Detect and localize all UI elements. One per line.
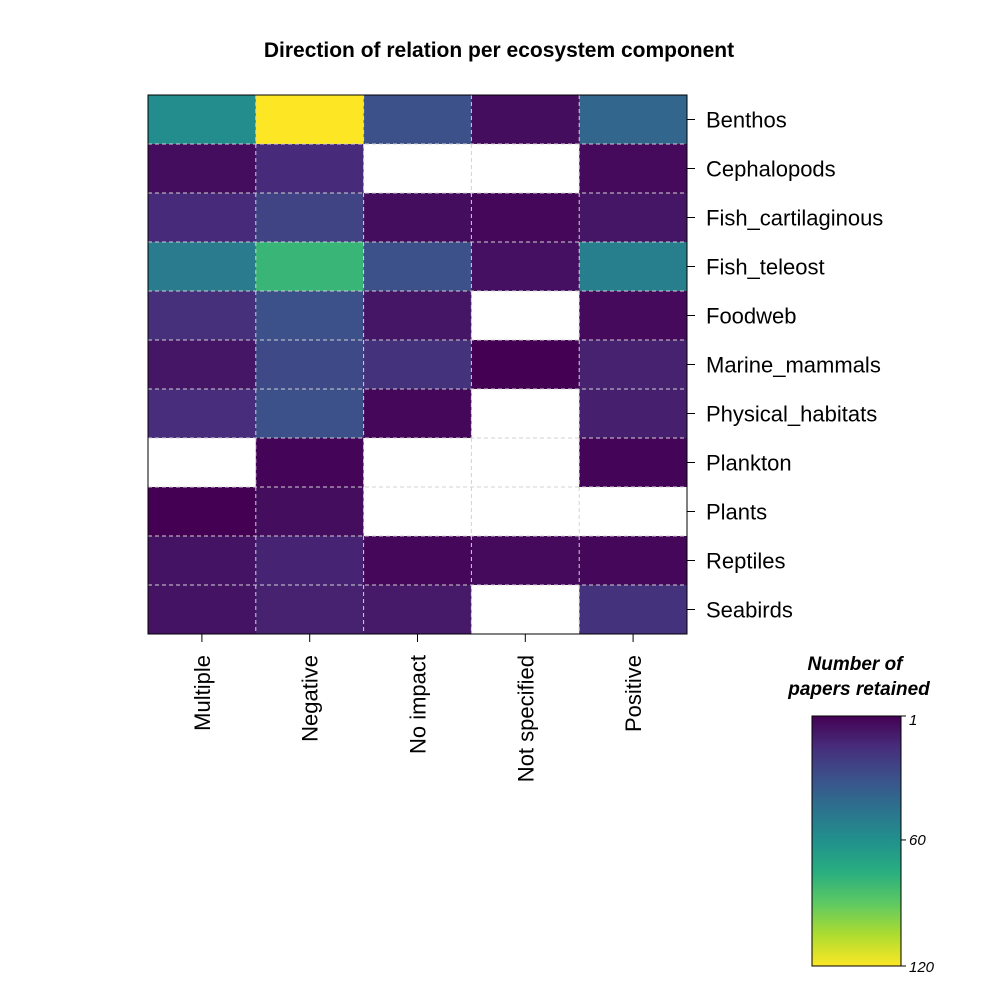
- heatmap-cell: [363, 585, 472, 635]
- row-label: Reptiles: [706, 549, 785, 574]
- heatmap-cell: [579, 487, 688, 537]
- heatmap-cell: [363, 438, 472, 488]
- heatmap-cell: [148, 438, 257, 488]
- heatmap-cell: [255, 144, 365, 194]
- heatmap-cell: [148, 95, 257, 145]
- row-labels: Benthos Cephalopods Fish_cartilaginous Fish…: [687, 108, 883, 623]
- heatmap-cell: [363, 144, 472, 194]
- heatmap-cell: [579, 242, 688, 292]
- heatmap-cell: [471, 193, 580, 243]
- colorbar: Number of papers retained 1 60 120: [787, 654, 934, 976]
- row-label: Marine_mammals: [706, 353, 881, 378]
- heatmap-cell: [471, 536, 580, 586]
- heatmap-cell: [363, 193, 472, 243]
- heatmap-cell: [471, 438, 580, 488]
- heatmap-cell: [363, 95, 472, 145]
- colorbar-title-line1: Number of: [808, 654, 905, 675]
- heatmap-grid: [148, 95, 687, 634]
- heatmap-cell: [148, 487, 257, 537]
- row-label: Plants: [706, 500, 767, 525]
- row-label: Benthos: [706, 108, 787, 133]
- heatmap-cell: [363, 340, 472, 390]
- heatmap-cell: [471, 144, 580, 194]
- row-label: Cephalopods: [706, 157, 836, 182]
- heatmap-cell: [579, 438, 688, 488]
- heatmap-cell: [255, 95, 365, 145]
- heatmap-cells: [148, 95, 688, 635]
- column-labels: Multiple Negative No impact Not specified Po…: [190, 634, 646, 782]
- heatmap-cell: [471, 487, 580, 537]
- heatmap-cell: [255, 193, 365, 243]
- heatmap-cell: [148, 242, 257, 292]
- colorbar-tick-label: 120: [909, 959, 935, 976]
- heatmap-cell: [471, 340, 580, 390]
- heatmap-cell: [255, 389, 365, 439]
- heatmap-cell: [471, 242, 580, 292]
- colorbar-tick-label: 60: [909, 832, 926, 849]
- heatmap-cell: [148, 193, 257, 243]
- row-label: Foodweb: [706, 304, 797, 329]
- heatmap-cell: [148, 536, 257, 586]
- heatmap-cell: [471, 291, 580, 341]
- heatmap-cell: [148, 389, 257, 439]
- heatmap-cell: [471, 389, 580, 439]
- heatmap-cell: [363, 242, 472, 292]
- heatmap-cell: [148, 144, 257, 194]
- heatmap-cell: [255, 242, 365, 292]
- heatmap-cell: [148, 340, 257, 390]
- heatmap-cell: [579, 193, 688, 243]
- column-label: Multiple: [190, 655, 215, 731]
- column-label: Negative: [298, 655, 323, 742]
- heatmap-cell: [148, 585, 257, 635]
- colorbar-title-line2: papers retained: [787, 679, 930, 700]
- column-label: Not specified: [513, 655, 538, 782]
- heatmap-cell: [363, 487, 472, 537]
- colorbar-gradient: [811, 715, 902, 967]
- heatmap-cell: [363, 389, 472, 439]
- heatmap-cell: [579, 536, 688, 586]
- heatmap-cell: [363, 291, 472, 341]
- heatmap-cell: [255, 487, 365, 537]
- row-label: Seabirds: [706, 598, 793, 623]
- heatmap-cell: [148, 291, 257, 341]
- row-label: Fish_cartilaginous: [706, 206, 883, 231]
- colorbar-ticks: 1 60 120: [901, 712, 935, 976]
- heatmap-cell: [579, 95, 688, 145]
- heatmap-cell: [255, 340, 365, 390]
- heatmap-cell: [579, 291, 688, 341]
- chart-title: Direction of relation per ecosystem comp…: [264, 39, 734, 62]
- heatmap-cell: [579, 389, 688, 439]
- heatmap-cell: [255, 585, 365, 635]
- row-label: Plankton: [706, 451, 792, 476]
- heatmap-cell: [255, 536, 365, 586]
- heatmap-cell: [471, 95, 580, 145]
- heatmap-cell: [255, 438, 365, 488]
- colorbar-tick-label: 1: [909, 712, 917, 729]
- column-label: No impact: [406, 655, 431, 754]
- heatmap-cell: [579, 340, 688, 390]
- heatmap-cell: [579, 585, 688, 635]
- row-label: Physical_habitats: [706, 402, 877, 427]
- row-label: Fish_teleost: [706, 255, 825, 280]
- heatmap-cell: [363, 536, 472, 586]
- heatmap-cell: [579, 144, 688, 194]
- heatmap-cell: [471, 585, 580, 635]
- heatmap-cell: [255, 291, 365, 341]
- column-label: Positive: [621, 655, 646, 732]
